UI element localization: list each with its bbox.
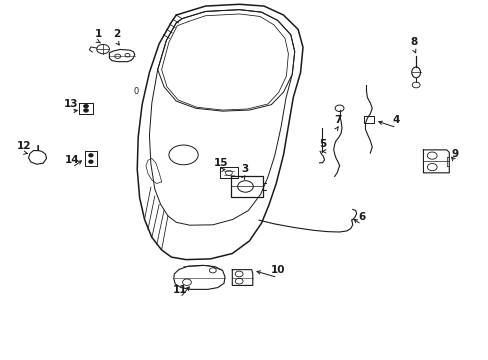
Text: 9: 9 (450, 149, 458, 159)
Circle shape (83, 109, 88, 112)
Polygon shape (28, 145, 46, 164)
Text: 12: 12 (17, 140, 31, 150)
Circle shape (89, 160, 93, 163)
Text: 14: 14 (65, 155, 80, 165)
Text: 2: 2 (113, 30, 120, 39)
Text: 13: 13 (64, 99, 79, 109)
Polygon shape (173, 265, 224, 289)
Text: 3: 3 (241, 164, 247, 174)
Circle shape (83, 104, 88, 108)
Text: 4: 4 (392, 116, 400, 126)
Text: 1: 1 (94, 30, 102, 39)
Text: 11: 11 (173, 285, 187, 296)
Text: 8: 8 (410, 37, 417, 47)
Text: 5: 5 (318, 139, 325, 149)
Circle shape (89, 154, 93, 157)
Text: 0: 0 (133, 86, 139, 95)
Text: 7: 7 (334, 115, 341, 125)
Text: 6: 6 (357, 212, 365, 222)
Text: 10: 10 (270, 265, 285, 275)
Text: 15: 15 (213, 158, 228, 168)
